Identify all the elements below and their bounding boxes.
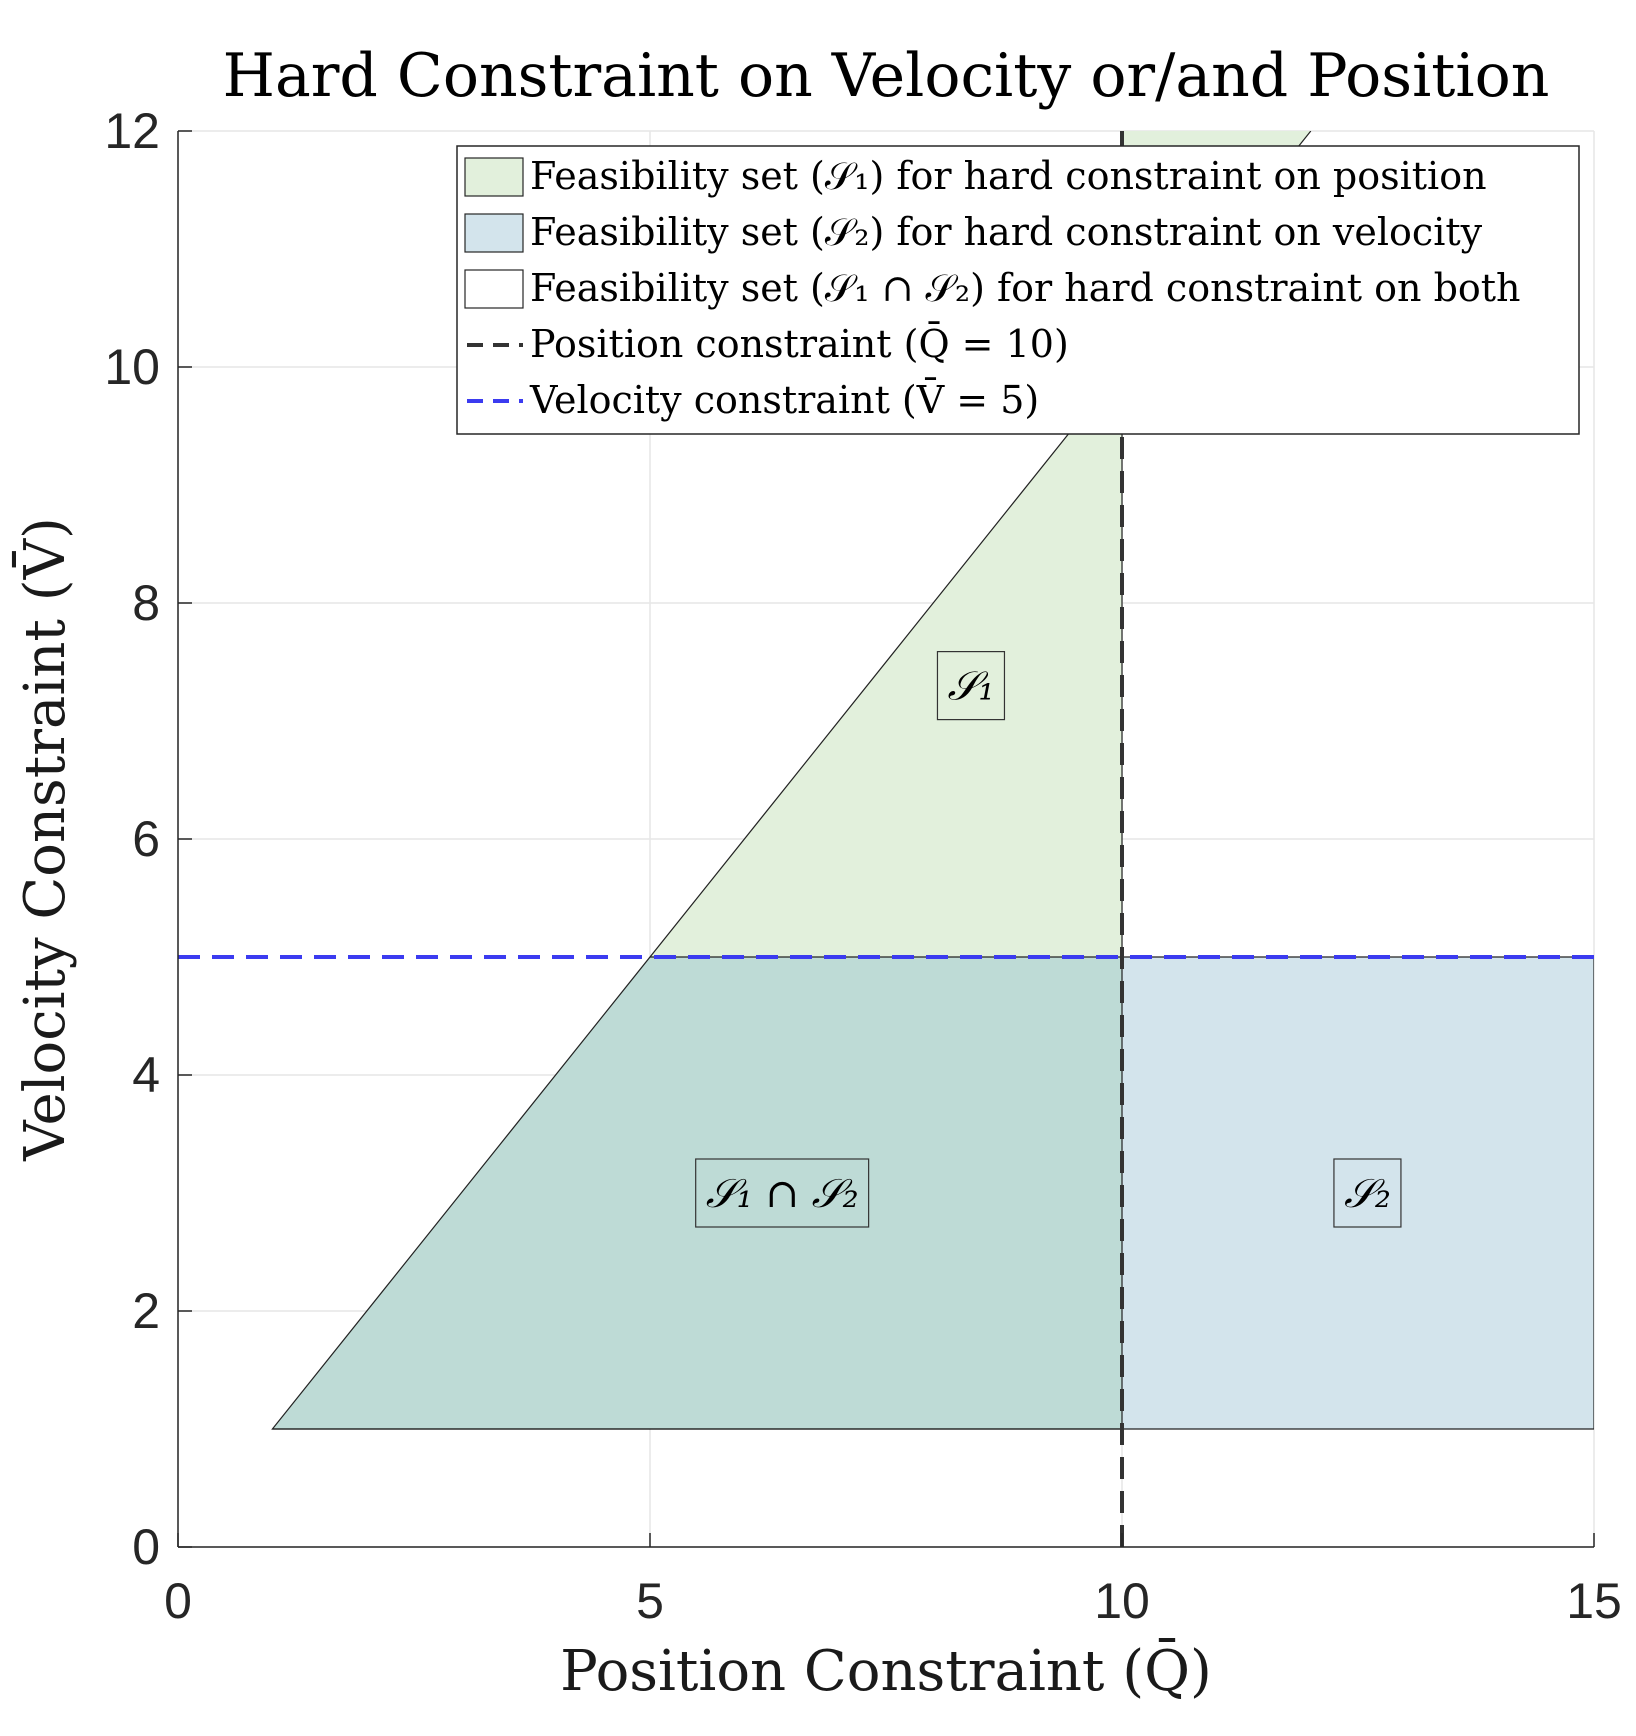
region-label-s2: 𝒮₂ xyxy=(1344,1171,1391,1217)
chart-title: Hard Constraint on Velocity or/and Posit… xyxy=(223,41,1550,111)
region-s1-intersect-s2 xyxy=(272,957,1122,1429)
y-tick-label: 10 xyxy=(104,339,160,395)
legend-label-position: Position constraint (Q̄ = 10) xyxy=(530,322,1069,366)
x-tick-label: 5 xyxy=(636,1573,664,1629)
legend-label-both: Feasibility set (𝒮₁ ∩ 𝒮₂) for hard const… xyxy=(530,266,1521,310)
y-tick-label: 2 xyxy=(132,1283,160,1339)
region-label-s1: 𝒮₁ xyxy=(947,664,994,710)
x-tick-label: 15 xyxy=(1566,1573,1622,1629)
region-label-box-s1 xyxy=(936,650,1006,721)
legend-label-s2: Feasibility set (𝒮₂) for hard constraint… xyxy=(530,210,1483,254)
x-axis-label: Position Constraint (Q̄) xyxy=(560,1637,1212,1704)
y-tick-label: 4 xyxy=(132,1047,160,1103)
region-label-box-both xyxy=(695,1158,870,1228)
x-tick-label: 0 xyxy=(164,1573,192,1629)
region-label-both: 𝒮₁ ∩ 𝒮₂ xyxy=(706,1171,859,1217)
y-ticks xyxy=(178,130,192,1548)
legend-swatch-s2 xyxy=(464,213,524,253)
legend-label-velocity: Velocity constraint (V̄ = 5) xyxy=(529,378,1039,422)
y-tick-label: 0 xyxy=(132,1519,160,1575)
legend-swatch-s1 xyxy=(464,157,524,197)
x-ticks xyxy=(177,1533,1595,1547)
legend-box xyxy=(456,145,1580,435)
y-tick-label: 12 xyxy=(104,103,160,159)
y-axis-label: Velocity Constraint (V̄) xyxy=(11,517,78,1162)
x-tick-label: 10 xyxy=(1094,1573,1150,1629)
legend-swatch-both xyxy=(464,269,524,309)
y-tick-label: 6 xyxy=(132,811,160,867)
legend-label-s1: Feasibility set (𝒮₁) for hard constraint… xyxy=(530,154,1487,198)
region-label-box-s2 xyxy=(1333,1158,1402,1228)
legend: Feasibility set (𝒮₁) for hard constraint… xyxy=(456,145,1580,435)
y-tick-label: 8 xyxy=(132,575,160,631)
